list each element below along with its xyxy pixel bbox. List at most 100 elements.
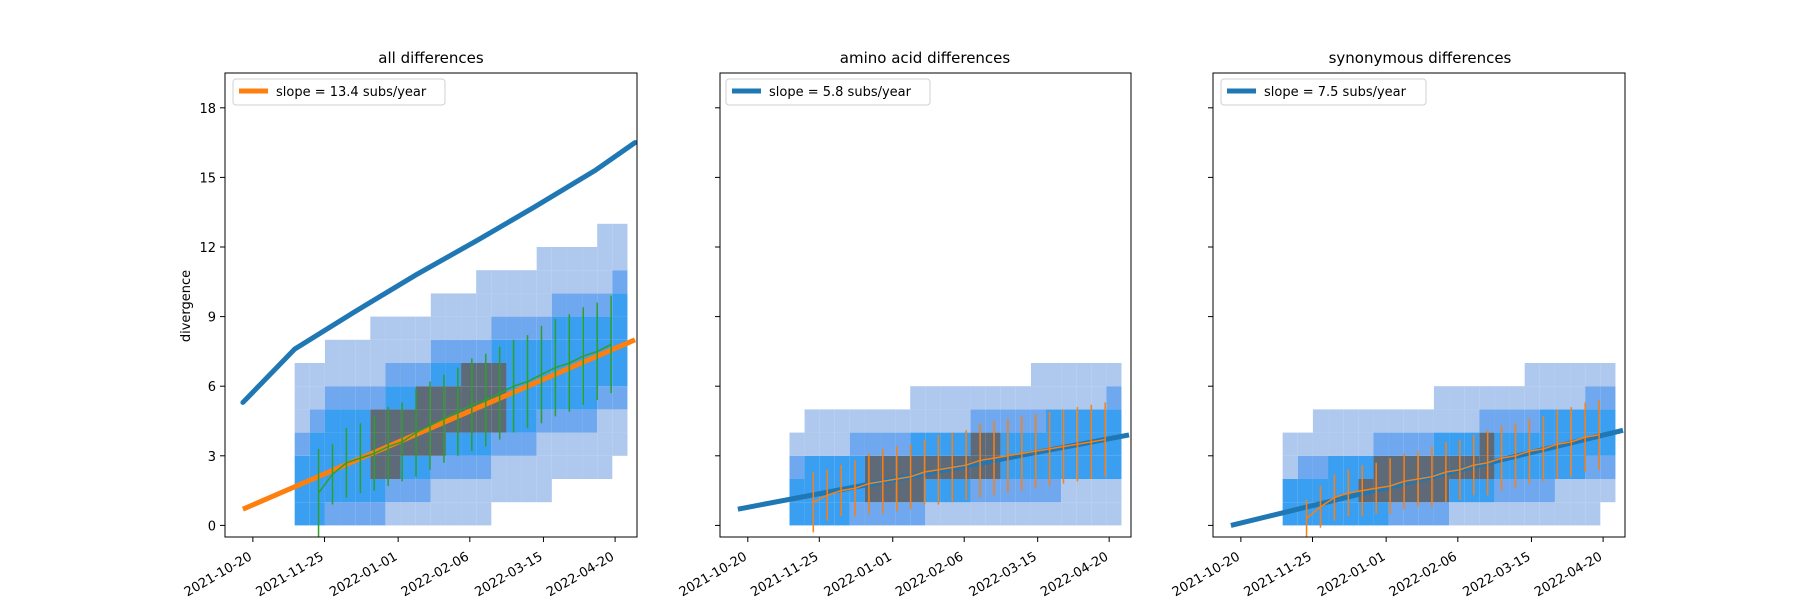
legend-box <box>1220 78 1427 106</box>
hist-cell <box>1539 409 1555 433</box>
hist-cell <box>804 432 820 456</box>
hist-cell <box>880 432 896 456</box>
hist-cell <box>1403 455 1419 479</box>
hist-cell <box>415 363 431 387</box>
hist-cell <box>1433 432 1450 456</box>
hist-cell <box>1076 409 1092 433</box>
hist-cell <box>1449 409 1465 433</box>
hist-cell <box>370 502 386 526</box>
hist-cell <box>506 479 522 503</box>
hist-cell <box>582 409 598 433</box>
hist-cell <box>1046 479 1062 503</box>
hist-cell <box>597 293 613 317</box>
hist-cell <box>476 432 492 456</box>
hist-cell <box>849 455 865 479</box>
hist-cell <box>566 293 583 317</box>
hist-cell <box>355 409 371 433</box>
hist-cell <box>804 479 820 503</box>
hist-cell <box>1373 502 1389 526</box>
hist-cell <box>1570 479 1586 503</box>
y-tick-label: 18 <box>199 102 216 117</box>
hist-cell <box>582 316 598 340</box>
hist-cell <box>970 502 986 526</box>
hist-cell <box>612 223 628 247</box>
hist-cell <box>1600 479 1616 503</box>
hist-cell <box>1554 455 1571 479</box>
hist-cell <box>370 455 386 479</box>
x-tick-label: 2022-02-06 <box>1387 549 1460 600</box>
hist-cell <box>445 386 462 410</box>
hist-cell <box>294 502 310 526</box>
y-tick-label: 0 <box>208 519 216 534</box>
x-tick-label: 2022-01-01 <box>822 549 895 600</box>
hist-cell <box>551 247 567 271</box>
hist-cell <box>1358 409 1374 433</box>
hist-cell <box>910 502 926 526</box>
reference-curve <box>240 140 638 405</box>
binned-mean-line <box>317 343 612 494</box>
hist-cell <box>1373 432 1389 456</box>
hist-cell <box>430 316 446 340</box>
x-tick-label: 2021-10-20 <box>677 549 750 600</box>
hist-cell <box>461 316 477 340</box>
hist-cell <box>476 270 492 294</box>
hist-cell <box>1554 363 1571 387</box>
hist-cell <box>551 270 567 294</box>
hist-cell <box>1403 432 1419 456</box>
hist-cell <box>340 432 356 456</box>
hist-cell <box>400 502 416 526</box>
hist-cell <box>1418 409 1434 433</box>
y-axis-label: divergence <box>179 270 194 342</box>
hist-cell <box>1585 363 1601 387</box>
hist-cell <box>1091 502 1107 526</box>
hist-cell <box>1030 409 1047 433</box>
hist-cell <box>1433 479 1450 503</box>
hist-cell <box>612 386 628 410</box>
hist-cell <box>430 339 446 363</box>
hist-cell <box>955 502 971 526</box>
hist-cell <box>597 386 613 410</box>
hist-cell <box>955 409 971 433</box>
hist-cell <box>1358 432 1374 456</box>
hist-cell <box>1106 409 1122 433</box>
hist-cell <box>536 409 552 433</box>
hist-cell <box>415 316 431 340</box>
hist-cell <box>1015 502 1031 526</box>
hist-cell <box>834 432 850 456</box>
hist-cell <box>566 316 583 340</box>
x-tick-label: 2022-02-06 <box>399 549 472 600</box>
hist-cell <box>1418 479 1434 503</box>
x-tick-label: 2022-04-20 <box>1038 549 1111 600</box>
hist-cell <box>1030 386 1047 410</box>
panel-amino-acid-differences: amino acid differences 2021-10-202021-11… <box>677 49 1132 600</box>
hist-cell <box>566 432 583 456</box>
hist-cell <box>985 502 1001 526</box>
hist-cell <box>370 409 386 433</box>
hist-cell <box>910 432 926 456</box>
hist-cell <box>880 455 896 479</box>
hist-cell <box>506 316 522 340</box>
legend-label: slope = 5.8 subs/year <box>769 85 912 100</box>
hist-cell <box>1091 363 1107 387</box>
hist-cell <box>880 502 896 526</box>
hist-cell <box>1282 455 1298 479</box>
hist-cell <box>1524 502 1540 526</box>
hist-cell <box>1000 386 1016 410</box>
hist-cell <box>1297 432 1313 456</box>
hist-cell <box>1343 502 1359 526</box>
hist-cell <box>385 316 401 340</box>
panel-title: amino acid differences <box>840 49 1011 67</box>
hist-cell <box>612 293 628 317</box>
hist-cell <box>1061 363 1077 387</box>
hist-cell <box>324 339 341 363</box>
hist-cell <box>355 339 371 363</box>
hist-cell <box>1524 363 1540 387</box>
hist-cell <box>1076 502 1092 526</box>
hist-cell <box>294 363 310 387</box>
hist-cell <box>415 432 431 456</box>
hist-cell <box>1091 386 1107 410</box>
hist-cell <box>566 386 583 410</box>
hist-cell <box>521 455 537 479</box>
hist-cell <box>1449 502 1465 526</box>
